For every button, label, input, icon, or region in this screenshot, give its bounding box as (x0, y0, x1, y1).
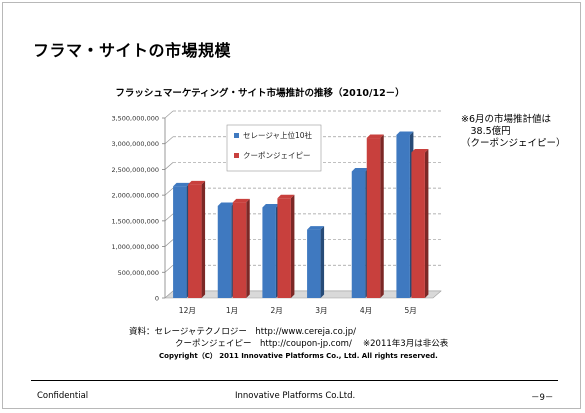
x-tick-label: 4月 (360, 306, 372, 315)
grid-diagonal (164, 213, 174, 222)
bar-top (307, 226, 325, 230)
bar-side (201, 180, 206, 298)
bar-couponjp (232, 198, 250, 298)
bar-cereja (173, 182, 191, 298)
bar-front (351, 171, 366, 298)
bar-front (232, 202, 247, 298)
june-estimate-note: ※6月の市場推計値は 38.5億円 （クーポンジェイピー） (461, 114, 566, 149)
bar-front (277, 198, 291, 298)
grid-diagonal (164, 136, 174, 144)
footer-confidential: Confidential (37, 391, 89, 401)
slide: フラマ・サイトの市場規模 フラッシュマーケティング・サイト市場推計の推移（201… (2, 2, 581, 409)
y-tick-label: 1,500,000,000 (111, 217, 159, 225)
grid-diagonal (164, 187, 174, 196)
bar-couponjp (411, 148, 429, 298)
bar-front (217, 205, 232, 298)
bar-top (277, 194, 295, 199)
bar-top (351, 167, 369, 172)
bar-side (290, 194, 295, 298)
x-axis: 12月 1月 2月 3月 4月 5月 (179, 306, 417, 315)
bar-top (173, 182, 191, 187)
bar-cereja (262, 203, 280, 298)
page-number: －9－ (531, 393, 554, 403)
x-tick-label: 2月 (271, 306, 283, 315)
bar-front (396, 134, 410, 298)
y-tick-label: 3,000,000,000 (111, 140, 159, 148)
y-axis: 0 500,000,000 1,000,000,000 1,500,000,000 2,… (111, 115, 166, 303)
chart-title: フラッシュマーケティング・サイト市場推計の推移（2010/12－） (115, 87, 404, 99)
legend-box (226, 124, 322, 172)
source-line-1: 資料：セレージャテクノロジー http://www.cereja.co.jp/ (129, 327, 356, 337)
x-tick-label: 1月 (226, 306, 238, 315)
slide-title: フラマ・サイトの市場規模 (33, 41, 232, 60)
market-size-bar-chart: フラッシュマーケティング・サイト市場推計の推移（2010/12－） 0 500,0… (111, 87, 442, 315)
bar-side (424, 148, 429, 298)
y-tick-label: 1,000,000,000 (111, 243, 159, 251)
bar-couponjp (366, 134, 384, 298)
grid-diagonal (164, 110, 174, 119)
chart-bars (173, 131, 429, 298)
y-tick-label: 2,000,000,000 (111, 192, 159, 200)
grid-diagonal (164, 265, 174, 273)
footer-divider (31, 380, 558, 381)
grid-diagonal (164, 239, 174, 247)
bar-couponjp (188, 180, 206, 298)
legend-label: セレージャ上位10社 (243, 130, 313, 140)
bar-front (307, 229, 321, 298)
bar-side (320, 226, 325, 298)
copyright: Copyright（C） 2011 Innovative Platforms C… (159, 352, 438, 360)
bar-front (262, 207, 276, 298)
bar-front (411, 152, 425, 298)
bar-top (411, 148, 429, 153)
source-line-2: クーポンジェイピー http://coupon-jp.com/ ※2011年3月… (175, 339, 449, 349)
legend-swatch (234, 153, 239, 158)
grid-diagonal (164, 162, 174, 170)
bar-couponjp (277, 194, 295, 298)
x-tick-label: 12月 (179, 306, 196, 315)
x-tick-label: 3月 (315, 306, 327, 315)
bar-top (262, 203, 280, 208)
bar-top (366, 134, 384, 139)
x-tick-label: 5月 (405, 306, 417, 315)
bar-front (366, 138, 381, 298)
bar-side (380, 134, 384, 298)
bar-top (217, 202, 235, 206)
y-tick-label: 2,500,000,000 (111, 166, 159, 174)
bar-top (396, 131, 414, 135)
bar-cereja (396, 131, 414, 298)
y-tick-label: 3,500,000,000 (111, 115, 159, 123)
bar-cereja (351, 167, 369, 298)
bar-front (173, 186, 187, 298)
footer-company: Innovative Platforms Co.Ltd. (235, 391, 356, 401)
bar-top (188, 180, 206, 185)
legend-swatch (234, 133, 239, 138)
bar-side (246, 198, 250, 298)
bar-front (188, 184, 202, 298)
y-tick-label: 500,000,000 (118, 269, 159, 277)
bar-cereja (307, 226, 325, 298)
bar-cereja (217, 202, 235, 298)
y-tick-label: 0 (155, 295, 159, 303)
bar-top (232, 198, 250, 203)
legend-label: クーポンジェイピー (243, 151, 311, 160)
